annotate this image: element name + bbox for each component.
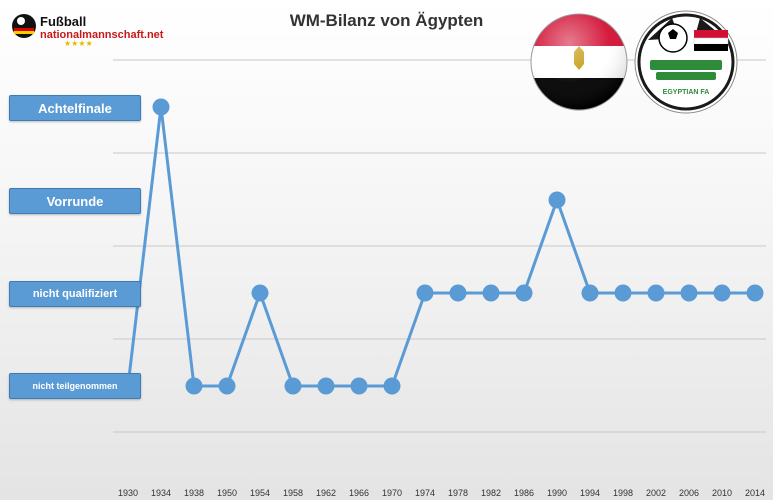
- x-tick-label: 1970: [382, 488, 402, 498]
- data-point-2014: [746, 284, 764, 302]
- chart-title: WM-Bilanz von Ägypten: [289, 11, 484, 30]
- x-tick-label: 1950: [217, 488, 237, 498]
- x-tick-label: 1938: [184, 488, 204, 498]
- data-point-1954: [251, 284, 269, 302]
- data-points: [119, 98, 764, 395]
- x-tick-label: 1962: [316, 488, 336, 498]
- data-point-1934: [152, 98, 170, 116]
- x-tick-label: 1994: [580, 488, 600, 498]
- soccer-ball-flag-icon: [12, 14, 36, 38]
- site-logo: Fußball nationalmannschaft.net ★★★★: [10, 12, 170, 48]
- data-point-2010: [713, 284, 731, 302]
- y-level-label-nicht-teilgenommen: nicht teilgenommen: [9, 373, 141, 399]
- data-point-1974: [416, 284, 434, 302]
- data-point-1970: [383, 377, 401, 395]
- data-point-2006: [680, 284, 698, 302]
- egypt-flag-icon: [530, 13, 628, 111]
- data-point-1938: [185, 377, 203, 395]
- egyptian-fa-crest-icon: EGYPTIAN FA: [634, 10, 738, 114]
- x-tick-label: 1958: [283, 488, 303, 498]
- data-point-2002: [647, 284, 665, 302]
- x-tick-label: 2014: [745, 488, 765, 498]
- logo-stars: ★★★★: [64, 39, 93, 48]
- data-point-1958: [284, 377, 302, 395]
- x-tick-label: 1954: [250, 488, 270, 498]
- x-tick-label: 1966: [349, 488, 369, 498]
- y-level-label-achtelfinale: Achtelfinale: [9, 95, 141, 121]
- data-point-1994: [581, 284, 599, 302]
- logo-subtitle: nationalmannschaft.net: [40, 29, 164, 41]
- x-tick-label: 1934: [151, 488, 171, 498]
- x-tick-label: 2002: [646, 488, 666, 498]
- x-tick-label: 2006: [679, 488, 699, 498]
- svg-text:EGYPTIAN FA: EGYPTIAN FA: [663, 89, 710, 96]
- data-point-1982: [482, 284, 500, 302]
- data-point-1966: [350, 377, 368, 395]
- gridlines: [113, 59, 766, 433]
- x-axis-ticks: 1930 1934 1938 1950 1954 1958 1962 1966 1970 1974…: [118, 488, 765, 498]
- x-tick-label: 2010: [712, 488, 732, 498]
- data-point-1978: [449, 284, 467, 302]
- y-level-label-nicht-qualifiziert: nicht qualifiziert: [9, 281, 141, 307]
- x-tick-label: 1990: [547, 488, 567, 498]
- x-tick-label: 1998: [613, 488, 633, 498]
- y-level-label-vorrunde: Vorrunde: [9, 188, 141, 214]
- data-point-1950: [218, 377, 236, 395]
- data-point-1990: [548, 191, 566, 209]
- data-point-1998: [614, 284, 632, 302]
- data-point-1986: [515, 284, 533, 302]
- data-point-1962: [317, 377, 335, 395]
- logo-title: Fußball: [40, 14, 87, 29]
- x-tick-label: 1978: [448, 488, 468, 498]
- x-tick-label: 1974: [415, 488, 435, 498]
- x-tick-label: 1986: [514, 488, 534, 498]
- x-tick-label: 1930: [118, 488, 138, 498]
- x-tick-label: 1982: [481, 488, 501, 498]
